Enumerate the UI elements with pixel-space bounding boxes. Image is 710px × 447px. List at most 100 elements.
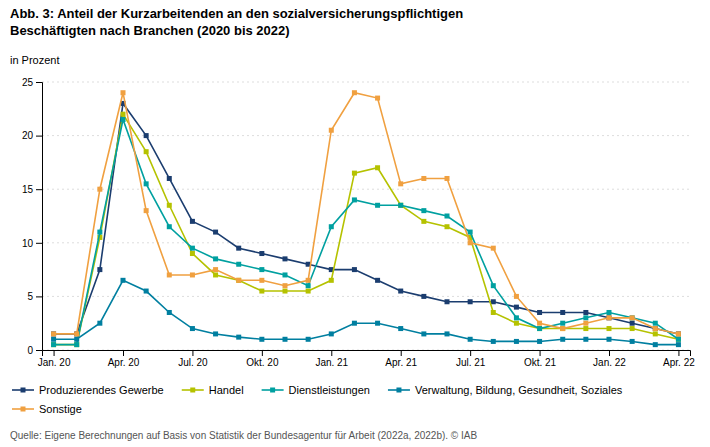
point	[583, 337, 588, 342]
point	[630, 339, 635, 344]
legend-item: Handel	[182, 384, 244, 396]
point	[421, 208, 426, 213]
point	[283, 256, 288, 261]
point	[607, 326, 612, 331]
y-tick: 15	[22, 184, 42, 195]
point	[283, 272, 288, 277]
point	[630, 326, 635, 331]
y-tick-label: 10	[22, 238, 34, 249]
point	[583, 326, 588, 331]
x-tick-mark	[401, 350, 402, 356]
point	[653, 326, 658, 331]
point	[630, 321, 635, 326]
series	[51, 117, 681, 347]
point	[144, 149, 149, 154]
point	[583, 310, 588, 315]
y-tick-mark	[36, 136, 42, 137]
point	[74, 342, 79, 347]
point	[51, 342, 56, 347]
point	[306, 337, 311, 342]
legend-item: Dienstleistungen	[262, 384, 370, 396]
point	[51, 331, 56, 336]
point	[514, 294, 519, 299]
x-tick: Okt. 20	[246, 350, 279, 368]
x-tick-mark	[192, 350, 193, 356]
series-line	[54, 93, 679, 334]
point	[283, 289, 288, 294]
y-tick-mark	[36, 189, 42, 190]
y-tick-mark	[36, 82, 42, 83]
point	[329, 128, 334, 133]
point	[306, 289, 311, 294]
point	[468, 337, 473, 342]
point	[283, 337, 288, 342]
x-tick: Jul. 20	[178, 350, 208, 368]
point	[236, 278, 241, 283]
point	[653, 326, 658, 331]
title-line: Abb. 3: Anteil der Kurzarbeitenden an de…	[10, 6, 463, 21]
point	[190, 246, 195, 251]
point	[236, 278, 241, 283]
point	[398, 289, 403, 294]
point	[352, 197, 357, 202]
point	[167, 310, 172, 315]
point	[607, 310, 612, 315]
point	[537, 326, 542, 331]
point	[167, 176, 172, 181]
title: Abb. 3: Anteil der Kurzarbeitenden an de…	[10, 6, 463, 38]
y-tick: 5	[27, 291, 42, 302]
point	[583, 321, 588, 326]
point	[491, 310, 496, 315]
point	[329, 224, 334, 229]
point	[144, 289, 149, 294]
point	[514, 321, 519, 326]
point	[259, 267, 264, 272]
y-tick-mark	[36, 296, 42, 297]
chart: Abb. 3: Anteil der Kurzarbeitenden an de…	[0, 0, 710, 447]
point	[560, 326, 565, 331]
x-tick-label: Jan. 20	[38, 357, 71, 368]
point	[375, 96, 380, 101]
legend-label: Produzierendes Gewerbe	[39, 384, 164, 396]
x-tick-mark	[540, 350, 541, 356]
point	[236, 246, 241, 251]
point	[676, 342, 681, 347]
point	[491, 339, 496, 344]
point	[74, 331, 79, 336]
legend-item: Verwaltung, Bildung, Gesundheit, Soziale…	[388, 384, 623, 396]
point	[190, 251, 195, 256]
y-axis-line	[36, 83, 43, 351]
point	[445, 331, 450, 336]
point	[676, 331, 681, 336]
x-tick: Okt. 21	[524, 350, 557, 368]
point	[306, 278, 311, 283]
point	[306, 283, 311, 288]
x-tick-mark	[331, 350, 332, 356]
point	[421, 219, 426, 224]
point	[491, 283, 496, 288]
point	[676, 337, 681, 342]
y-tick: 10	[22, 238, 42, 249]
point	[607, 315, 612, 320]
point	[121, 117, 126, 122]
point	[213, 272, 218, 277]
y-tick: 25	[22, 77, 42, 88]
grid-line	[42, 296, 690, 297]
y-tick: 0	[27, 345, 42, 356]
legend-marker	[21, 407, 26, 412]
point	[213, 256, 218, 261]
legend-label: Sonstige	[39, 403, 82, 415]
point	[607, 337, 612, 342]
series-line	[54, 103, 679, 333]
point	[560, 326, 565, 331]
point	[630, 315, 635, 320]
title-line: Beschäftigten nach Branchen (2020 bis 20…	[10, 23, 290, 38]
point	[329, 331, 334, 336]
point	[259, 289, 264, 294]
y-tick: 20	[22, 130, 42, 141]
point	[676, 337, 681, 342]
point	[259, 337, 264, 342]
point	[630, 315, 635, 320]
point	[121, 278, 126, 283]
point	[329, 278, 334, 283]
